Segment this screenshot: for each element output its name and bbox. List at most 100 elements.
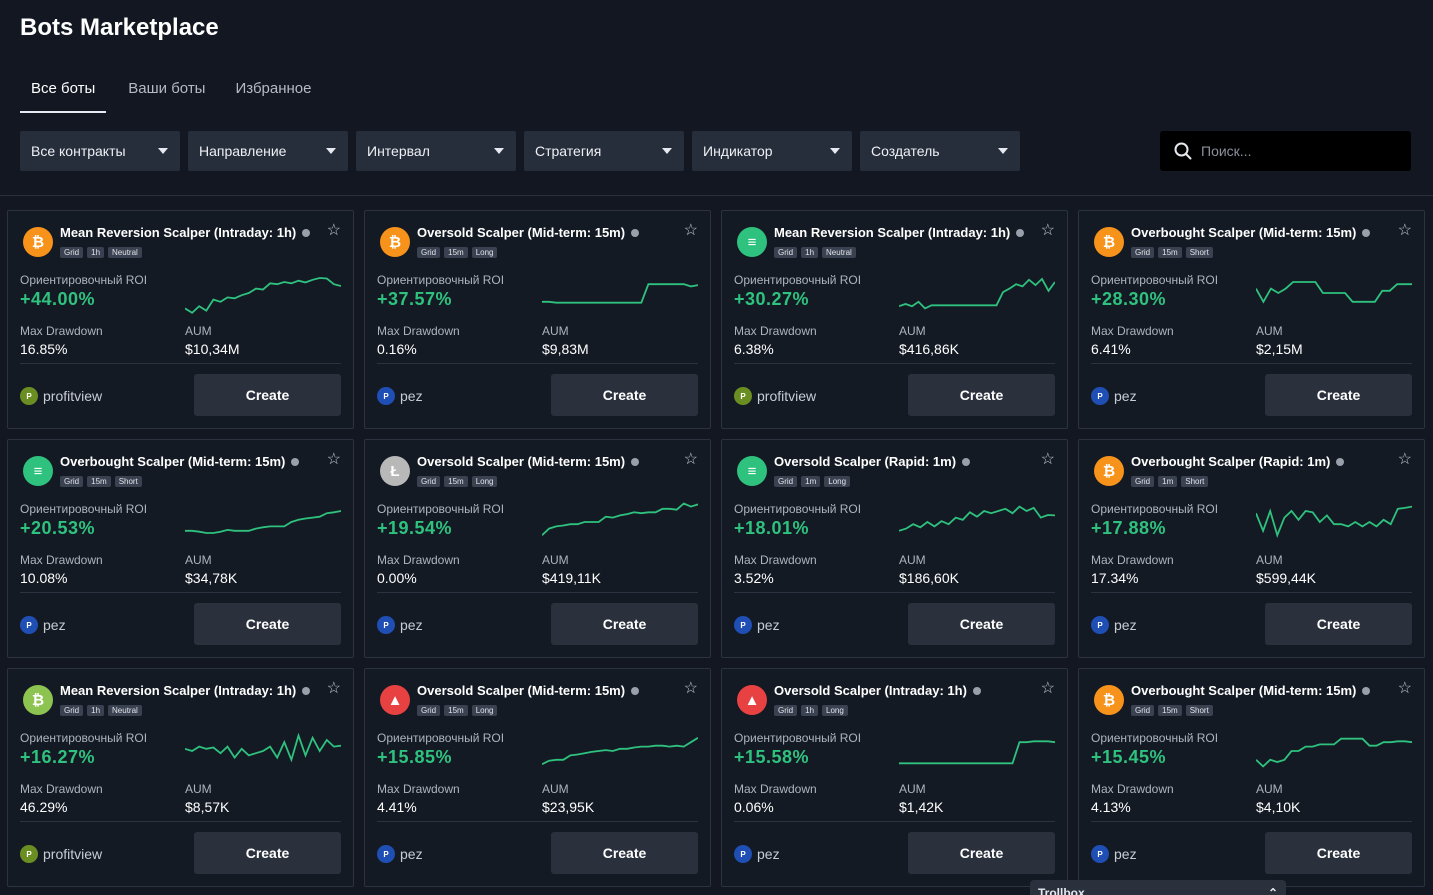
bot-tags: Grid 1m Short: [1131, 476, 1209, 487]
info-icon[interactable]: [631, 228, 640, 237]
aum-label: AUM: [899, 782, 926, 796]
filter-indicator[interactable]: Индикатор: [692, 131, 852, 171]
bot-card[interactable]: ₿ Overbought Scalper (Mid-term: 15m) ☆ G…: [1078, 210, 1425, 429]
bot-card[interactable]: ₿ Mean Reversion Scalper (Intraday: 1h) …: [7, 210, 354, 429]
create-button[interactable]: Create: [1265, 374, 1412, 416]
trollbox-panel[interactable]: Trollbox ⌃: [1030, 880, 1286, 895]
bot-card[interactable]: Ł Oversold Scalper (Mid-term: 15m) ☆ Gri…: [364, 439, 711, 658]
creator-name[interactable]: profitview: [43, 846, 103, 862]
bot-card[interactable]: ₿ Mean Reversion Scalper (Intraday: 1h) …: [7, 668, 354, 887]
roi-label: Ориентировочный ROI: [1091, 502, 1219, 516]
roi-sparkline: [185, 732, 341, 763]
bot-card[interactable]: ▲ Oversold Scalper (Intraday: 1h) ☆ Grid…: [721, 668, 1068, 887]
star-icon[interactable]: ☆: [326, 680, 341, 697]
info-icon[interactable]: [631, 686, 640, 695]
info-icon[interactable]: [302, 228, 311, 237]
aum-value: $2,15M: [1256, 341, 1303, 357]
info-icon[interactable]: [1362, 686, 1371, 695]
create-button[interactable]: Create: [551, 374, 698, 416]
info-icon[interactable]: [291, 457, 300, 466]
star-icon[interactable]: ☆: [683, 680, 698, 697]
bot-tags: Grid 15m Short: [1131, 247, 1213, 258]
drawdown-value: 6.41%: [1091, 341, 1131, 357]
star-icon[interactable]: ☆: [1397, 680, 1412, 697]
creator-name[interactable]: pez: [43, 617, 66, 633]
create-button[interactable]: Create: [1265, 832, 1412, 874]
create-button[interactable]: Create: [194, 374, 341, 416]
drawdown-label: Max Drawdown: [1091, 553, 1174, 567]
create-button[interactable]: Create: [194, 603, 341, 645]
roi-value: +20.53%: [20, 518, 96, 538]
tab-favorites[interactable]: Избранное: [235, 80, 312, 97]
creator-avatar: P: [20, 387, 38, 405]
bot-card[interactable]: ₿ Overbought Scalper (Mid-term: 15m) ☆ G…: [1078, 668, 1425, 887]
creator-name[interactable]: pez: [400, 617, 423, 633]
bot-name-wrap: Mean Reversion Scalper (Intraday: 1h): [60, 683, 311, 698]
star-icon[interactable]: ☆: [683, 222, 698, 239]
tab-all-bots[interactable]: Все боты: [20, 78, 107, 113]
create-button[interactable]: Create: [908, 374, 1055, 416]
info-icon[interactable]: [1336, 457, 1345, 466]
bot-card[interactable]: ≡ Overbought Scalper (Mid-term: 15m) ☆ G…: [7, 439, 354, 658]
info-icon[interactable]: [631, 457, 640, 466]
star-icon[interactable]: ☆: [1040, 680, 1055, 697]
info-icon[interactable]: [962, 457, 971, 466]
coin-icon: ≡: [23, 456, 53, 486]
create-button[interactable]: Create: [908, 832, 1055, 874]
info-icon[interactable]: [1016, 228, 1025, 237]
aum-label: AUM: [185, 553, 212, 567]
bot-card[interactable]: ≡ Mean Reversion Scalper (Intraday: 1h) …: [721, 210, 1068, 429]
creator-name[interactable]: pez: [757, 846, 780, 862]
bot-name: Oversold Scalper (Intraday: 1h): [774, 683, 967, 698]
star-icon[interactable]: ☆: [683, 451, 698, 468]
creator-name[interactable]: pez: [1114, 388, 1137, 404]
info-icon[interactable]: [972, 686, 981, 695]
aum-value: $9,83M: [542, 341, 589, 357]
creator-name[interactable]: pez: [1114, 617, 1137, 633]
bot-tag: Long: [471, 247, 498, 258]
filter-creator[interactable]: Создатель: [860, 131, 1020, 171]
star-icon[interactable]: ☆: [326, 222, 341, 239]
creator-name[interactable]: profitview: [757, 388, 817, 404]
bot-card[interactable]: ₿ Overbought Scalper (Rapid: 1m) ☆ Grid 1…: [1078, 439, 1425, 658]
aum-value: $186,60K: [899, 570, 959, 586]
bot-name: Overbought Scalper (Rapid: 1m): [1131, 454, 1331, 469]
coin-icon: ≡: [737, 227, 767, 257]
create-button[interactable]: Create: [194, 832, 341, 874]
bot-card[interactable]: ₿ Oversold Scalper (Mid-term: 15m) ☆ Gri…: [364, 210, 711, 429]
creator-name[interactable]: pez: [400, 846, 423, 862]
creator-name[interactable]: pez: [757, 617, 780, 633]
filter-direction[interactable]: Направление: [188, 131, 348, 171]
tab-your-bots[interactable]: Ваши боты: [128, 80, 206, 97]
bot-card[interactable]: ≡ Oversold Scalper (Rapid: 1m) ☆ Grid 1m L…: [721, 439, 1068, 658]
info-icon[interactable]: [302, 686, 311, 695]
filter-interval[interactable]: Интервал: [356, 131, 516, 171]
bot-name-wrap: Mean Reversion Scalper (Intraday: 1h): [60, 225, 311, 240]
bot-tag: 1h: [801, 705, 819, 716]
search-input[interactable]: [1201, 143, 1401, 159]
filter-strategy[interactable]: Стратегия: [524, 131, 684, 171]
chevron-up-icon[interactable]: ⌃: [1267, 886, 1278, 895]
filter-contracts[interactable]: Все контракты: [20, 131, 180, 171]
bot-tags: Grid 15m Long: [417, 705, 498, 716]
roi-value: +44.00%: [20, 289, 96, 309]
star-icon[interactable]: ☆: [1397, 222, 1412, 239]
bot-card[interactable]: ▲ Oversold Scalper (Mid-term: 15m) ☆ Gri…: [364, 668, 711, 887]
roi-sparkline: [1256, 505, 1412, 538]
info-icon[interactable]: [1362, 228, 1371, 237]
star-icon[interactable]: ☆: [1397, 451, 1412, 468]
creator-name[interactable]: pez: [1114, 846, 1137, 862]
star-icon[interactable]: ☆: [326, 451, 341, 468]
creator-name[interactable]: profitview: [43, 388, 103, 404]
create-button[interactable]: Create: [908, 603, 1055, 645]
roi-sparkline: [185, 277, 341, 314]
create-button[interactable]: Create: [551, 832, 698, 874]
bot-tags: Grid 1h Neutral: [60, 705, 142, 716]
star-icon[interactable]: ☆: [1040, 222, 1055, 239]
star-icon[interactable]: ☆: [1040, 451, 1055, 468]
create-button[interactable]: Create: [551, 603, 698, 645]
create-button[interactable]: Create: [1265, 603, 1412, 645]
drawdown-value: 0.16%: [377, 341, 417, 357]
creator-name[interactable]: pez: [400, 388, 423, 404]
filter-label: Стратегия: [535, 143, 602, 159]
